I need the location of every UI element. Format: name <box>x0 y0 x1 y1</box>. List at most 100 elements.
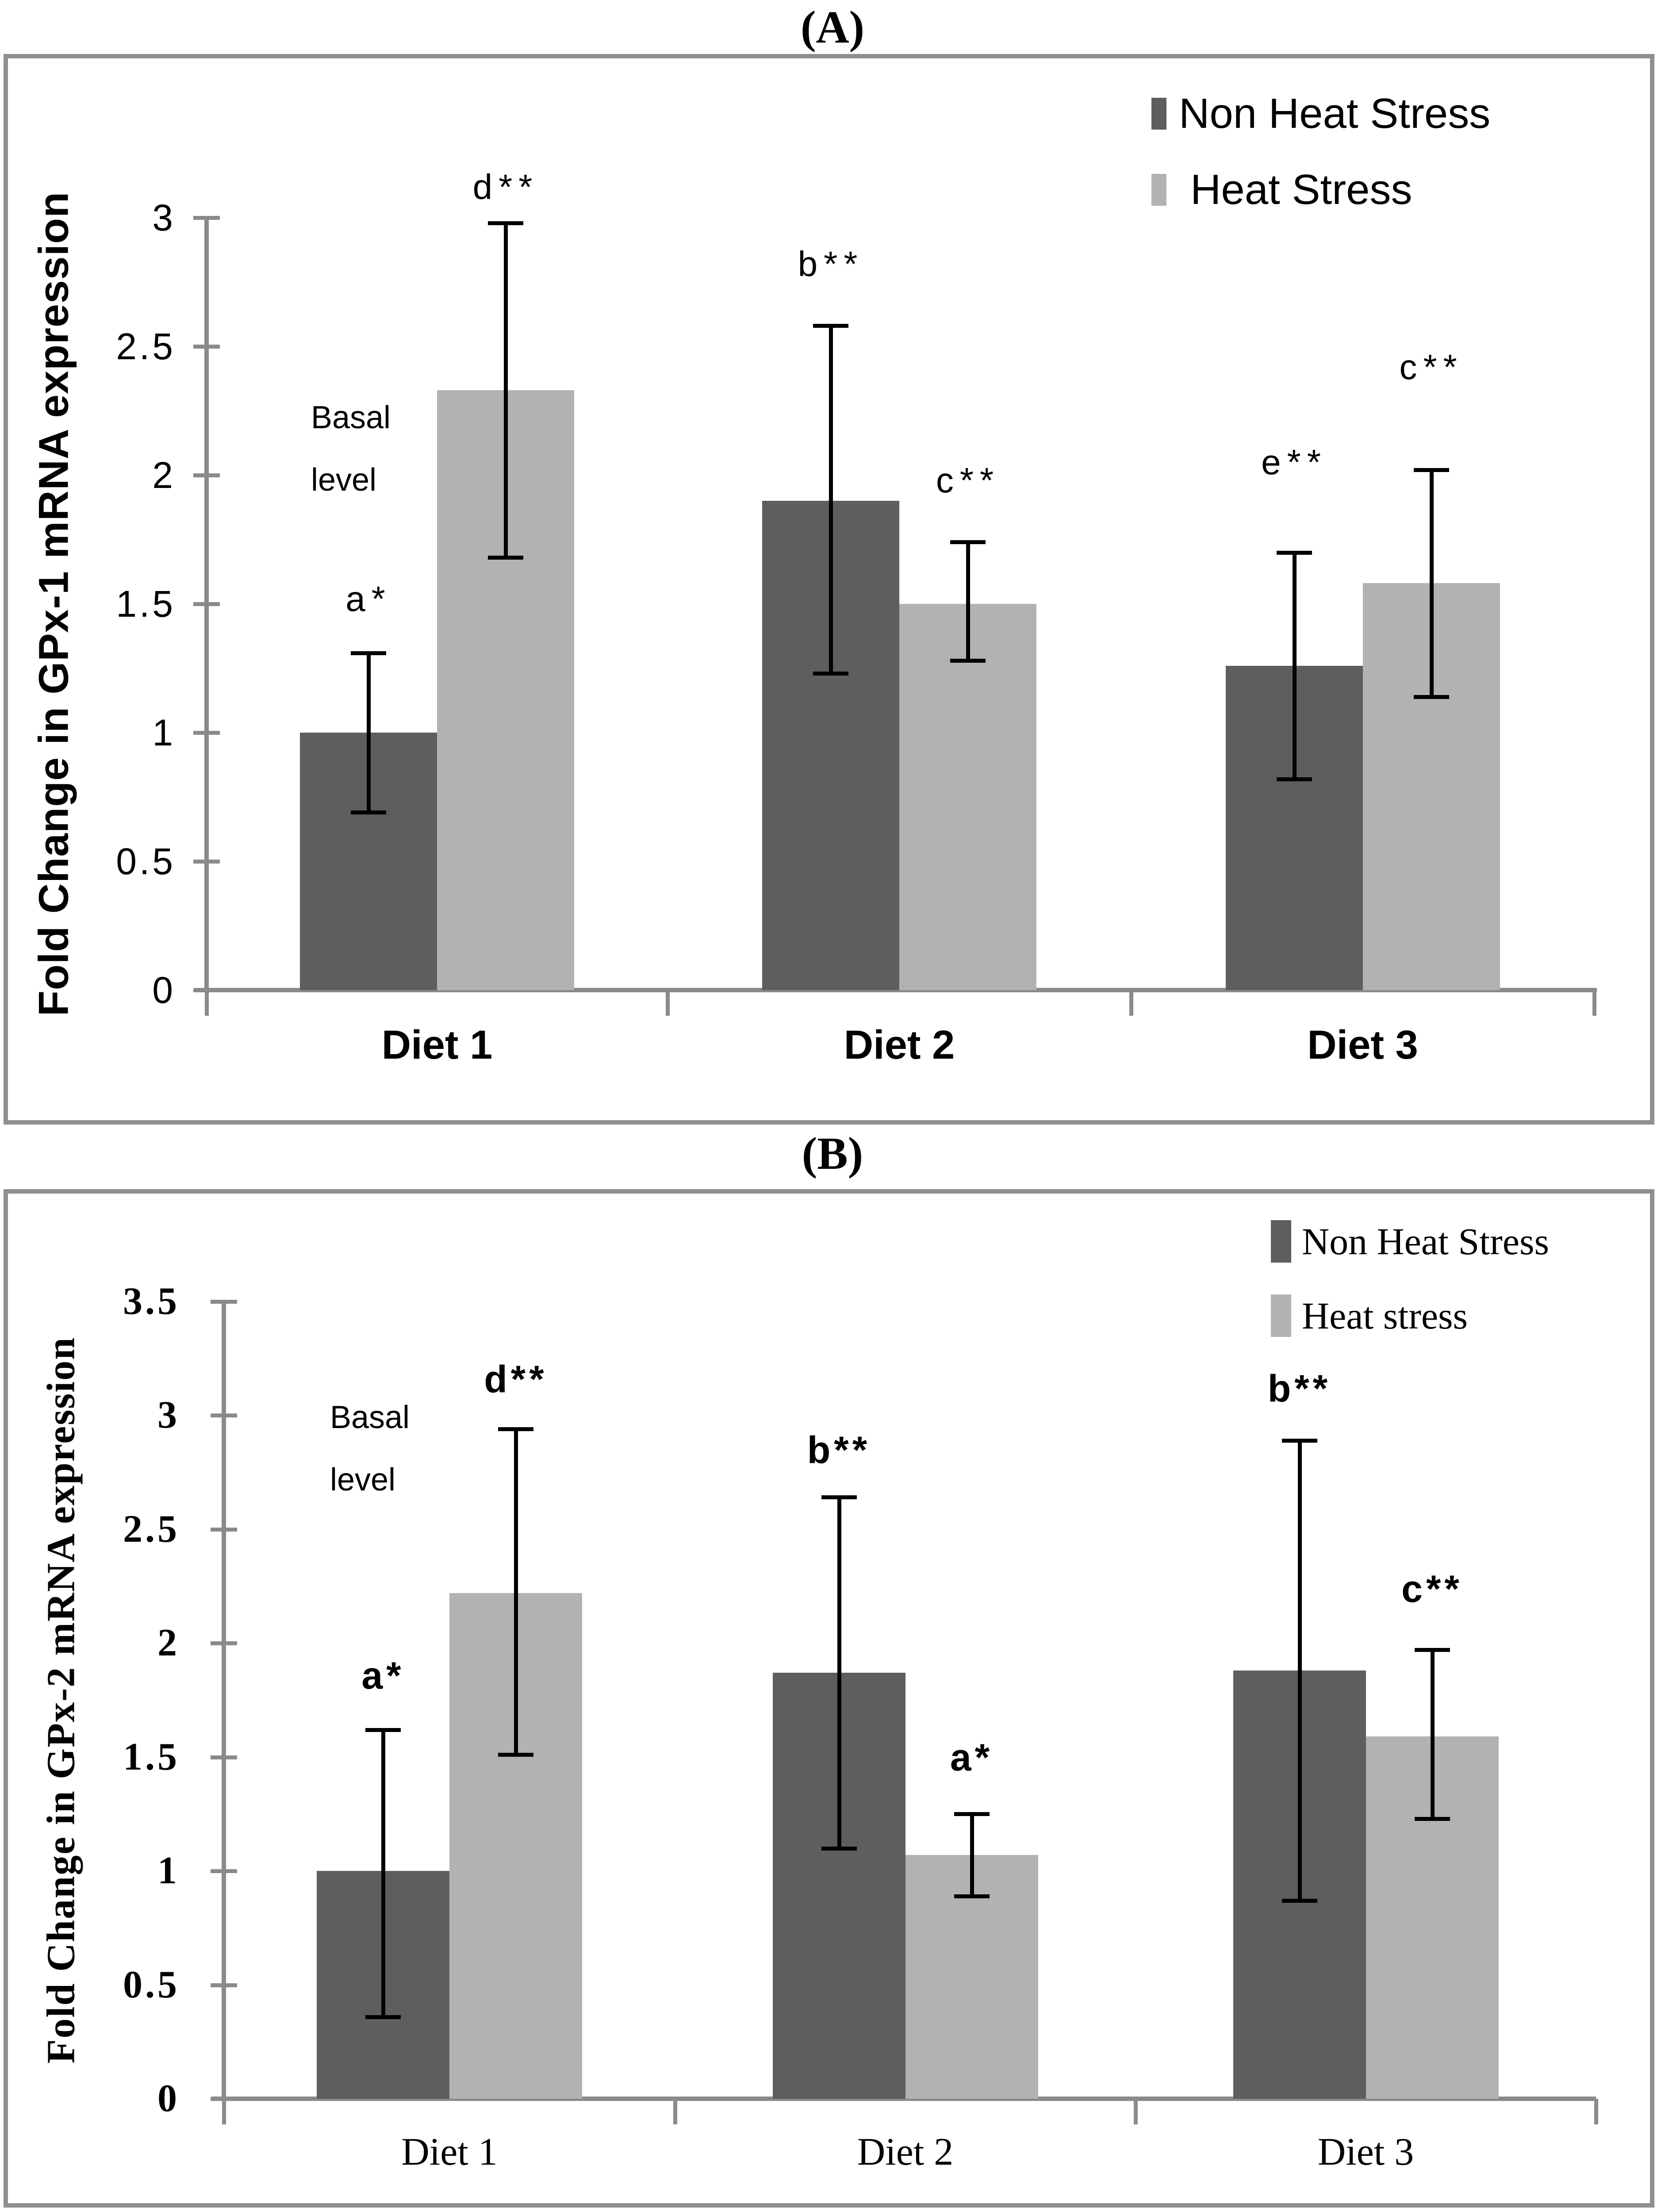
heat-stress-swatch-icon <box>1271 1294 1291 1337</box>
error-bar-line <box>966 542 970 661</box>
error-bar-cap-top <box>1413 468 1449 472</box>
significance-annotation: d** <box>484 1358 548 1401</box>
significance-annotation: c** <box>936 461 1000 500</box>
y-tick-label: 0 <box>152 969 176 1011</box>
error-bar-cap-top <box>813 324 848 328</box>
x-tick-mark <box>1134 2099 1138 2124</box>
panel-b-y-axis-title: Fold Change in GPx-2 mRNA expression <box>39 1336 83 2064</box>
error-bar-cap-top <box>1281 1438 1317 1443</box>
y-tick-label: 2.5 <box>116 326 176 367</box>
error-bar-cap-bottom <box>950 659 986 663</box>
y-tick-label: 1 <box>157 1849 180 1892</box>
legend-item-heat-stress: Heat Stress <box>1151 165 1490 214</box>
x-tick-mark <box>1592 990 1596 1016</box>
non-heat-stress-swatch-icon <box>1271 1220 1291 1263</box>
significance-annotation: c** <box>1399 347 1463 387</box>
x-category-label: Diet 1 <box>401 2131 498 2174</box>
x-category-label: Diet 2 <box>844 1022 955 1068</box>
panel-b-legend: Non Heat Stress Heat stress <box>1271 1219 1549 1368</box>
x-category-label: Diet 2 <box>857 2131 954 2174</box>
y-tick-label: 1.5 <box>123 1735 180 1778</box>
y-axis-line <box>222 1301 226 2099</box>
error-bar-line <box>367 653 371 813</box>
y-tick-mark <box>211 1299 237 1304</box>
x-tick-mark <box>205 990 209 1016</box>
error-bar-line <box>829 326 833 674</box>
basal-level-note: Basal level <box>311 387 391 511</box>
legend-label-non-heat-stress: Non Heat Stress <box>1179 90 1491 137</box>
error-bar-cap-bottom <box>1276 777 1312 781</box>
y-tick-mark <box>211 1641 237 1645</box>
basal-level-note: Basal level <box>330 1387 410 1511</box>
basal-level-note-line: level <box>311 462 377 498</box>
basal-level-note-line: Basal <box>330 1400 410 1436</box>
error-bar-cap-top <box>488 221 523 225</box>
error-bar-cap-bottom <box>1413 695 1449 699</box>
heat-stress-swatch-icon <box>1151 174 1166 206</box>
error-bar-line <box>1292 552 1297 779</box>
y-tick-label: 3 <box>157 1394 180 1436</box>
bar-heat-stress <box>899 604 1036 990</box>
error-bar-cap-bottom <box>1414 1816 1450 1821</box>
non-heat-stress-swatch-icon <box>1151 98 1166 130</box>
y-tick-mark <box>193 345 220 349</box>
y-tick-label: 2 <box>152 454 176 496</box>
x-category-label: Diet 1 <box>381 1022 493 1068</box>
x-category-label: Diet 3 <box>1307 1022 1418 1068</box>
error-bar-line <box>504 223 508 558</box>
error-bar-line <box>514 1429 518 1755</box>
y-tick-mark <box>211 1869 237 1873</box>
error-bar-cap-bottom <box>498 1753 533 1757</box>
y-tick-mark <box>193 216 220 220</box>
y-tick-label: 0.5 <box>123 1963 180 2006</box>
x-axis-line <box>211 2097 1596 2101</box>
significance-annotation: a* <box>950 1736 994 1779</box>
error-bar-line <box>1430 1650 1435 1819</box>
x-axis-line <box>194 988 1597 992</box>
y-tick-mark <box>211 1413 237 1417</box>
error-bar-line <box>837 1497 841 1848</box>
significance-annotation: b** <box>807 1429 871 1471</box>
x-tick-mark <box>1129 990 1133 1016</box>
significance-annotation: c** <box>1401 1567 1463 1610</box>
error-bar-cap-top <box>365 1728 401 1732</box>
error-bar-cap-bottom <box>365 2015 401 2019</box>
error-bar-line <box>970 1814 974 1896</box>
error-bar-cap-top <box>1276 550 1312 555</box>
error-bar-line <box>381 1729 385 2017</box>
error-bar-cap-top <box>954 1812 990 1816</box>
significance-annotation: b** <box>798 244 864 284</box>
basal-level-note-line: level <box>330 1462 396 1498</box>
legend-label-heat-stress: Heat stress <box>1302 1294 1468 1337</box>
y-tick-mark <box>193 860 220 864</box>
basal-level-note-line: Basal <box>311 400 391 436</box>
error-bar-cap-bottom <box>488 556 523 560</box>
error-bar-cap-top <box>351 651 386 655</box>
panel-a: Fold Change in GPx-1 mRNA expression 0 0.… <box>4 54 1654 1125</box>
error-bar-cap-bottom <box>954 1894 990 1898</box>
x-tick-mark <box>666 990 670 1016</box>
error-bar-cap-top <box>950 540 986 545</box>
panel-a-title: (A) <box>800 2 865 53</box>
error-bar-cap-top <box>821 1495 857 1500</box>
significance-annotation: e** <box>1261 442 1327 482</box>
legend-label-non-heat-stress: Non Heat Stress <box>1302 1220 1549 1263</box>
significance-annotation: b** <box>1267 1367 1331 1410</box>
y-tick-mark <box>193 473 220 477</box>
error-bar-cap-top <box>498 1427 533 1431</box>
y-tick-label: 0.5 <box>116 841 176 882</box>
error-bar-line <box>1429 470 1434 697</box>
x-tick-mark <box>1594 2099 1598 2124</box>
y-tick-label: 3 <box>152 197 176 238</box>
y-tick-label: 2.5 <box>123 1507 180 1551</box>
significance-annotation: a* <box>345 579 391 618</box>
significance-annotation: a* <box>361 1654 405 1697</box>
y-tick-label: 1 <box>152 712 176 753</box>
y-tick-label: 1.5 <box>116 583 176 625</box>
panel-b: Fold Change in GPx-2 mRNA expression 0 0.… <box>4 1189 1654 2208</box>
legend-item-non-heat-stress: Non Heat Stress <box>1151 89 1490 138</box>
panel-b-title: (B) <box>802 1128 863 1179</box>
y-tick-label: 2 <box>157 1621 180 1664</box>
x-tick-mark <box>222 2099 226 2124</box>
